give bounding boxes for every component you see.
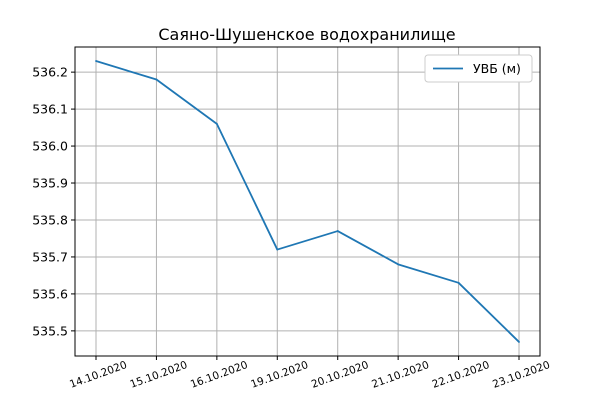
data-point <box>215 122 218 125</box>
y-tick-label: 536.0 <box>32 139 68 154</box>
x-tick-label: 21.10.2020 <box>370 359 431 391</box>
x-tick-label: 22.10.2020 <box>431 359 492 391</box>
series-line-uvb <box>95 60 520 343</box>
legend: УВБ (м) <box>424 54 533 83</box>
x-tick-label: 14.10.2020 <box>68 359 129 391</box>
x-tick-label: 15.10.2020 <box>128 359 189 391</box>
x-tick-label: 20.10.2020 <box>310 359 371 391</box>
legend-label-uvb: УВБ (м) <box>473 61 521 76</box>
y-tick-label: 535.6 <box>32 286 68 301</box>
plot-area: 14.10.2020 15.10.2020 16.10.2020 19.10.2020… <box>32 46 552 391</box>
x-tick-label: 19.10.2020 <box>249 359 310 391</box>
data-point <box>457 281 460 284</box>
y-tick-label: 535.8 <box>32 212 68 227</box>
data-point <box>95 60 97 62</box>
data-point <box>276 248 279 251</box>
y-tick-label: 536.2 <box>32 65 68 80</box>
y-tick-label: 535.9 <box>32 176 68 191</box>
y-tick-label: 536.1 <box>32 102 68 117</box>
data-point <box>518 341 520 343</box>
chart-title: Саяно-Шушенское водохранилище <box>158 25 455 44</box>
x-tick-label: 23.10.2020 <box>491 359 552 391</box>
data-point <box>155 78 158 81</box>
x-tick-label: 16.10.2020 <box>189 359 250 391</box>
y-tick-label: 535.7 <box>32 249 68 264</box>
legend-box <box>424 54 533 83</box>
axes-frame <box>74 46 541 357</box>
data-point <box>397 263 400 266</box>
y-tick-label: 535.5 <box>32 323 68 338</box>
data-point <box>336 230 339 232</box>
